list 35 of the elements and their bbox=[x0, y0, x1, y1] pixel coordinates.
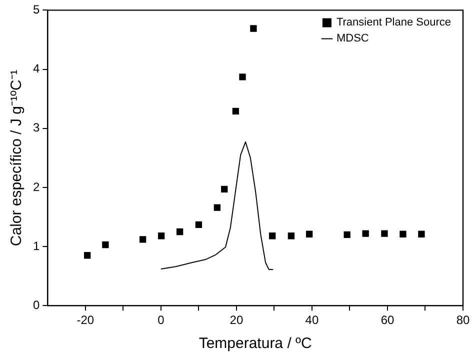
point bbox=[288, 232, 295, 240]
point bbox=[362, 230, 369, 237]
point bbox=[239, 74, 246, 80]
point bbox=[418, 230, 425, 238]
point bbox=[232, 108, 240, 115]
x-tick-label: 20 bbox=[230, 313, 244, 328]
point bbox=[269, 232, 276, 240]
x-tick-label: 0 bbox=[158, 313, 165, 328]
x-tick-label: 40 bbox=[305, 313, 319, 328]
x-tick-label: -20 bbox=[76, 313, 94, 328]
y-tick-label: 1 bbox=[32, 238, 40, 253]
legend-label: Transient Plane Source bbox=[336, 16, 452, 29]
point bbox=[84, 252, 91, 259]
point bbox=[381, 230, 388, 237]
x-tick-label: 80 bbox=[456, 313, 470, 328]
point bbox=[102, 241, 109, 248]
x-tick-label: 60 bbox=[380, 313, 394, 328]
y-tick-label: 0 bbox=[32, 298, 40, 312]
point bbox=[306, 230, 313, 238]
point bbox=[176, 228, 184, 236]
y-tick-label: 5 bbox=[32, 2, 40, 17]
point bbox=[400, 230, 406, 238]
point bbox=[158, 232, 165, 240]
legend-label: MDSC bbox=[336, 32, 369, 45]
point bbox=[250, 25, 257, 32]
point bbox=[214, 204, 221, 211]
point bbox=[195, 221, 202, 228]
y-tick-label: 4 bbox=[32, 62, 40, 76]
y-tick-label: 3 bbox=[32, 120, 40, 135]
point bbox=[139, 236, 146, 243]
x-axis-title: Temperatura / ºC bbox=[198, 335, 312, 352]
point bbox=[221, 186, 228, 193]
point bbox=[344, 231, 350, 238]
y-tick-label: 2 bbox=[32, 180, 40, 194]
y-axis-title: Calor específico / J g⁻¹ºC⁻¹ bbox=[8, 70, 26, 246]
